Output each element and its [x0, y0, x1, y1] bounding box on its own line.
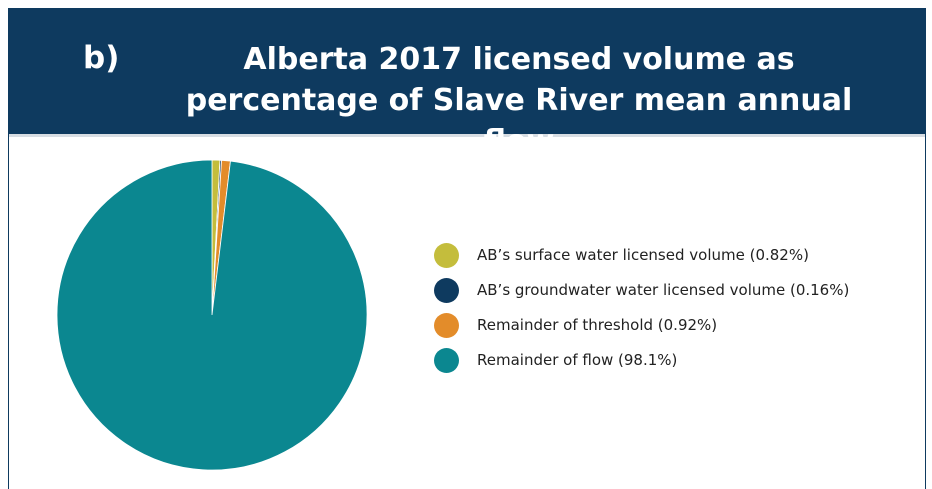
- legend-item-remainder-flow: Remainder of flow (98.1%): [434, 345, 849, 375]
- chart-legend: AB’s surface water licensed volume (0.82…: [434, 240, 849, 380]
- legend-label-remainder-threshold: Remainder of threshold (0.92%): [477, 316, 718, 334]
- legend-swatch-groundwater: [434, 277, 459, 303]
- chart-frame: b) Alberta 2017 licensed volume as perce…: [8, 8, 926, 489]
- legend-swatch-remainder-threshold: [434, 312, 459, 338]
- legend-label-remainder-flow: Remainder of flow (98.1%): [477, 351, 678, 369]
- legend-swatch-remainder-flow: [434, 347, 459, 373]
- legend-label-groundwater: AB’s groundwater water licensed volume (…: [477, 281, 850, 299]
- panel-label: b): [83, 40, 120, 76]
- legend-item-surface-water: AB’s surface water licensed volume (0.82…: [434, 240, 849, 270]
- chart-title: Alberta 2017 licensed volume as percenta…: [185, 42, 853, 159]
- legend-label-surface-water: AB’s surface water licensed volume (0.82…: [477, 246, 809, 264]
- pie-slice-remainder-flow: [56, 159, 368, 471]
- legend-item-groundwater: AB’s groundwater water licensed volume (…: [434, 275, 849, 305]
- legend-item-remainder-threshold: Remainder of threshold (0.92%): [434, 310, 849, 340]
- chart-header: b) Alberta 2017 licensed volume as perce…: [9, 8, 925, 159]
- legend-swatch-surface-water: [434, 242, 459, 268]
